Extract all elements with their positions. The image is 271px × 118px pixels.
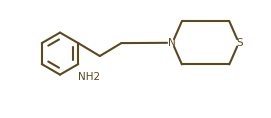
- Text: N: N: [168, 38, 176, 48]
- Text: S: S: [236, 38, 243, 48]
- Text: NH2: NH2: [79, 72, 101, 82]
